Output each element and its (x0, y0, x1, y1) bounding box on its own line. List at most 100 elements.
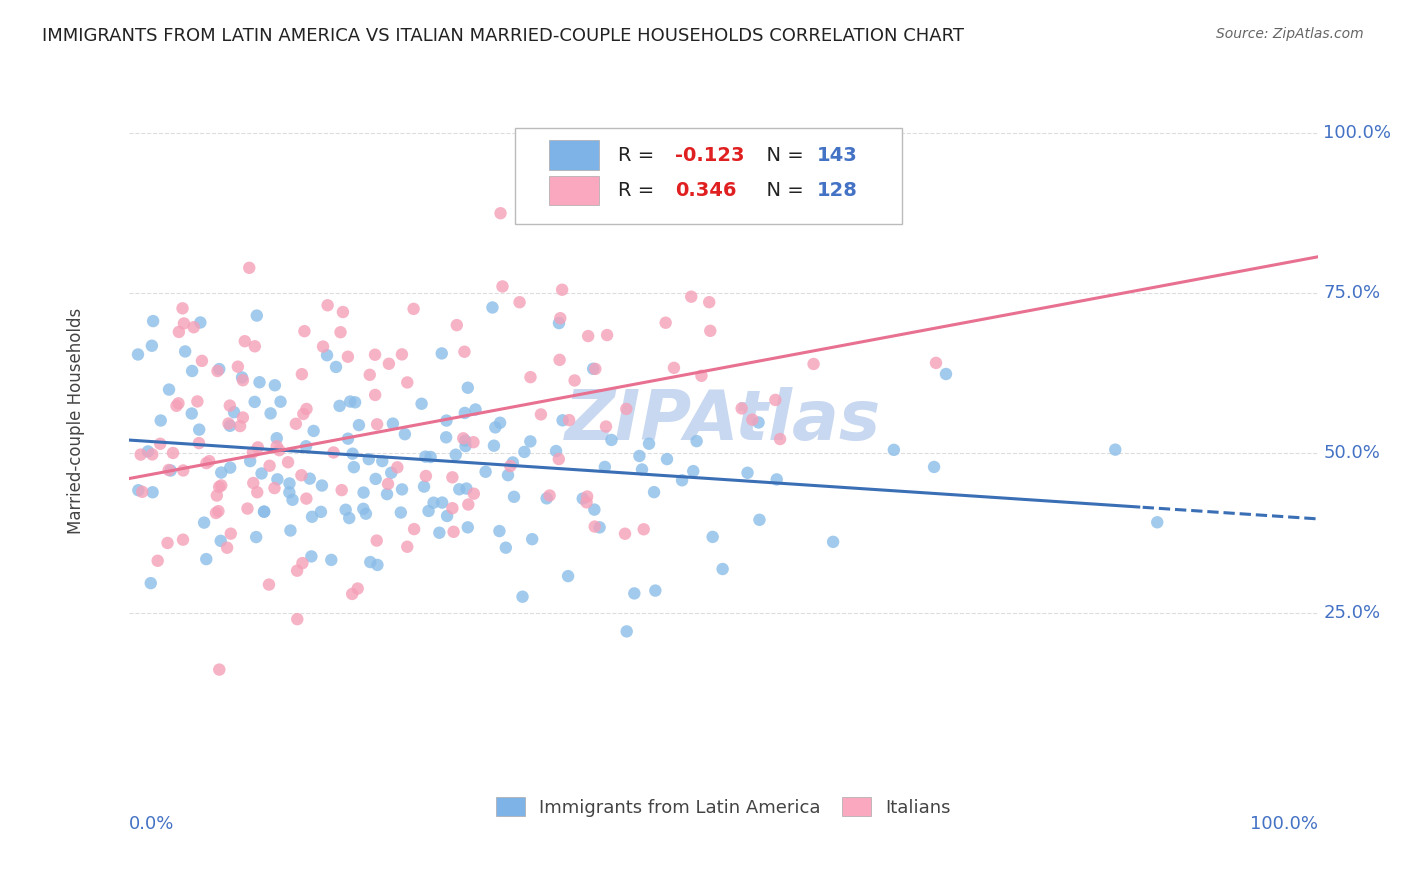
Point (207, 504, 229, 518)
Point (935, 367, 957, 381)
Point (530, 408, 553, 422)
Point (430, 495, 453, 509)
Point (823, 534, 845, 549)
Point (243, 395, 266, 409)
Point (129, 448, 152, 462)
Point (198, 454, 221, 468)
Point (463, 435, 485, 450)
Point (245, 530, 267, 544)
Point (443, 524, 465, 539)
Point (571, 491, 593, 506)
Point (226, 359, 249, 374)
Point (188, 316, 211, 330)
Point (391, 347, 413, 361)
Text: 128: 128 (817, 181, 858, 200)
Point (354, 507, 377, 521)
Point (339, 394, 361, 409)
Point (218, 417, 240, 431)
Point (301, 509, 323, 524)
Point (295, 491, 318, 506)
Point (655, 452, 678, 467)
Point (142, 485, 165, 500)
Point (682, 464, 704, 478)
Point (172, 533, 194, 547)
Point (457, 520, 479, 534)
Point (291, 367, 314, 381)
Point (316, 298, 339, 312)
Point (381, 417, 404, 431)
Point (730, 401, 752, 416)
Point (219, 418, 242, 433)
Point (322, 445, 344, 459)
Point (564, 374, 586, 388)
Point (593, 459, 616, 474)
Point (259, 406, 281, 420)
Point (238, 260, 260, 275)
Text: -0.123: -0.123 (675, 145, 744, 165)
Point (557, 569, 579, 583)
Legend: Immigrants from Latin America, Italians: Immigrants from Latin America, Italians (488, 790, 959, 824)
Point (596, 328, 619, 343)
Point (547, 452, 569, 467)
Point (321, 553, 343, 567)
Point (685, 434, 707, 449)
Point (162, 446, 184, 460)
Point (1146, 516, 1168, 530)
Point (454, 434, 477, 448)
Point (292, 407, 315, 421)
Point (166, 399, 188, 413)
Point (380, 466, 402, 480)
Point (231, 370, 253, 384)
Point (671, 473, 693, 487)
Point (332, 305, 354, 319)
Point (558, 413, 581, 427)
Point (454, 439, 477, 453)
Point (242, 445, 264, 459)
FancyBboxPatch shape (516, 128, 901, 224)
Point (311, 478, 333, 492)
Point (172, 463, 194, 477)
Point (538, 488, 561, 502)
Point (446, 318, 468, 332)
Point (263, 481, 285, 495)
Point (229, 419, 252, 434)
Point (512, 590, 534, 604)
Point (278, 476, 301, 491)
Point (444, 448, 467, 462)
Point (614, 401, 637, 416)
Point (233, 334, 256, 349)
Point (290, 468, 312, 483)
Point (285, 564, 308, 578)
Point (337, 432, 360, 446)
Point (922, 459, 945, 474)
Point (519, 434, 541, 449)
Point (180, 407, 202, 421)
Point (522, 532, 544, 546)
Point (925, 356, 948, 370)
Point (246, 309, 269, 323)
Text: Source: ZipAtlas.com: Source: ZipAtlas.com (1216, 27, 1364, 41)
Point (188, 423, 211, 437)
Point (583, 362, 606, 376)
Text: Married-couple Households: Married-couple Households (67, 308, 84, 534)
Point (699, 324, 721, 338)
Point (633, 522, 655, 536)
Point (364, 348, 387, 362)
Point (546, 444, 568, 458)
Point (834, 167, 856, 181)
Point (329, 399, 352, 413)
Point (157, 463, 180, 477)
Point (280, 524, 302, 538)
Point (396, 376, 419, 390)
Point (219, 526, 242, 541)
Point (375, 487, 398, 501)
Point (208, 663, 231, 677)
Point (413, 480, 436, 494)
Point (316, 348, 339, 362)
Point (662, 360, 685, 375)
Point (205, 506, 228, 520)
Text: 143: 143 (817, 145, 858, 165)
Point (576, 329, 599, 343)
Point (422, 496, 444, 510)
Point (208, 480, 231, 494)
